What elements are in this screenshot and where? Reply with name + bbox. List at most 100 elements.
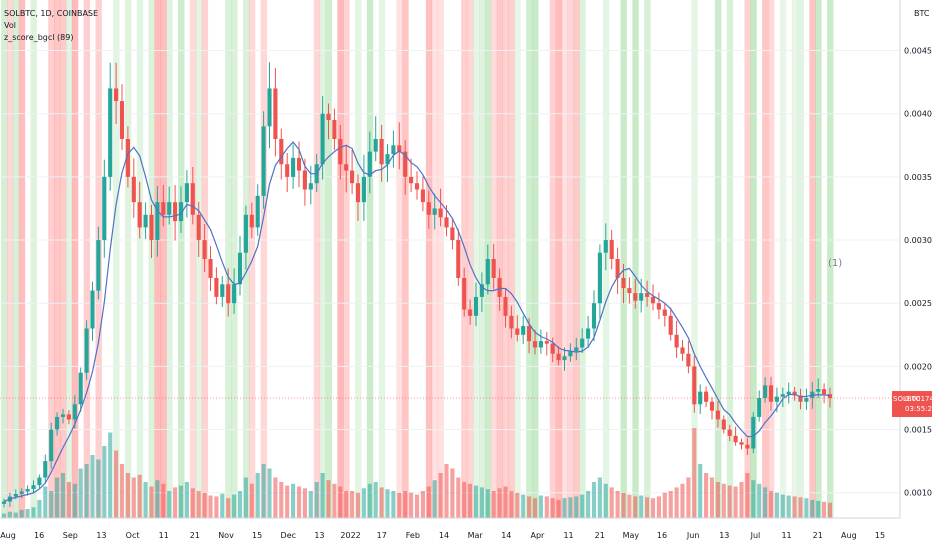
candle-body <box>503 296 508 316</box>
volume-bar <box>31 507 36 518</box>
time-tick-label: 21 <box>190 531 200 540</box>
zscore-band <box>431 0 439 518</box>
volume-bar <box>43 486 48 518</box>
time-tick-label: 15 <box>875 531 885 540</box>
zscore-band <box>620 0 627 518</box>
volume-bar <box>279 482 284 518</box>
time-tick-label: 11 <box>781 531 791 540</box>
candle-body <box>544 341 549 344</box>
zscore-band <box>1 0 8 518</box>
candle-body <box>509 315 514 329</box>
zscore-band <box>113 0 120 518</box>
volume-bar <box>568 497 573 518</box>
volume-bar <box>473 485 479 518</box>
zscore-band <box>355 0 362 518</box>
volume-bar <box>373 482 378 518</box>
volume-bar <box>751 480 756 518</box>
volume-bar <box>114 450 119 518</box>
candle-body <box>798 395 803 402</box>
zscore-band <box>573 0 580 518</box>
volume-bar <box>108 432 113 518</box>
chart-legend: SOLBTC, 1D, COINBASE Vol z_score_bgcl (8… <box>4 8 98 44</box>
volume-legend[interactable]: Vol <box>4 21 16 30</box>
candle-body <box>456 240 461 278</box>
zscore-band <box>83 0 91 518</box>
volume-bar <box>438 473 443 518</box>
candle-body <box>786 391 791 395</box>
volume-bar <box>403 491 408 518</box>
candle-body <box>497 277 502 297</box>
candle-body <box>1 501 7 504</box>
volume-bar <box>25 509 30 518</box>
volume-bar <box>450 468 455 518</box>
price-axis-currency: BTC <box>914 9 930 18</box>
candle-body <box>674 334 679 348</box>
zscore-band <box>6 0 14 518</box>
candle-body <box>450 227 455 241</box>
volume-bar <box>196 491 201 518</box>
volume-bar <box>119 464 125 518</box>
volume-bar <box>302 488 307 518</box>
candle-body <box>60 414 66 417</box>
candle-body <box>397 145 402 152</box>
volume-bar <box>544 496 549 518</box>
volume-bar <box>161 483 166 518</box>
volume-bar <box>816 500 821 518</box>
zscore-band <box>744 0 751 518</box>
time-tick-label: Feb <box>406 531 420 540</box>
zscore-band <box>195 0 203 518</box>
candle-body <box>102 176 107 241</box>
candle-body <box>609 240 614 259</box>
zscore-band <box>148 0 155 518</box>
candle-body <box>479 284 484 297</box>
candle-body <box>473 296 479 316</box>
candle-body <box>285 164 290 177</box>
time-tick-label: 2022 <box>340 531 360 540</box>
candle-body <box>403 151 408 177</box>
candle-body <box>550 343 555 354</box>
candle-body <box>19 491 24 494</box>
candle-body <box>72 404 77 420</box>
volume-bar <box>591 482 597 518</box>
zscore-band <box>65 0 73 518</box>
volume-bar <box>338 486 343 518</box>
volume-bar <box>822 501 827 518</box>
candle-body <box>757 397 762 417</box>
time-tick-label: Aug <box>841 531 857 540</box>
volume-bar <box>715 482 720 518</box>
price-tick-label: 0.00250000 <box>904 299 932 308</box>
volume-bar <box>125 473 130 518</box>
symbol-title[interactable]: SOLBTC, 1D, COINBASE <box>4 9 99 18</box>
indicator-legend[interactable]: z_score_bgcl (89) <box>4 33 74 42</box>
candle-body <box>597 252 602 304</box>
candle-body <box>25 488 30 492</box>
candle-body <box>745 444 750 449</box>
zscore-band <box>827 0 834 518</box>
candle-body <box>491 259 496 278</box>
zscore-band <box>136 0 144 518</box>
candle-body <box>143 214 148 228</box>
candle-body <box>125 138 130 177</box>
volume-bar <box>709 477 715 518</box>
volume-bar <box>733 486 738 518</box>
zscore-band <box>779 0 787 518</box>
zscore-band <box>750 0 757 518</box>
volume-bar <box>90 455 95 518</box>
candle-body <box>226 284 231 304</box>
volume-bar <box>532 498 538 518</box>
zscore-band <box>815 0 822 518</box>
time-tick-label: 15 <box>252 531 262 540</box>
time-tick-label: Apr <box>531 531 546 540</box>
volume-bar <box>462 482 467 518</box>
volume-bar <box>485 489 490 518</box>
time-tick-label: Oct <box>126 531 140 540</box>
price-tick-label: 0.00300000 <box>904 236 932 245</box>
candle-body <box>367 151 372 177</box>
volume-bar <box>214 496 219 518</box>
zscore-band <box>124 0 132 518</box>
volume-bar <box>432 480 437 518</box>
zscore-band <box>437 0 445 518</box>
zscore-band <box>30 0 37 518</box>
